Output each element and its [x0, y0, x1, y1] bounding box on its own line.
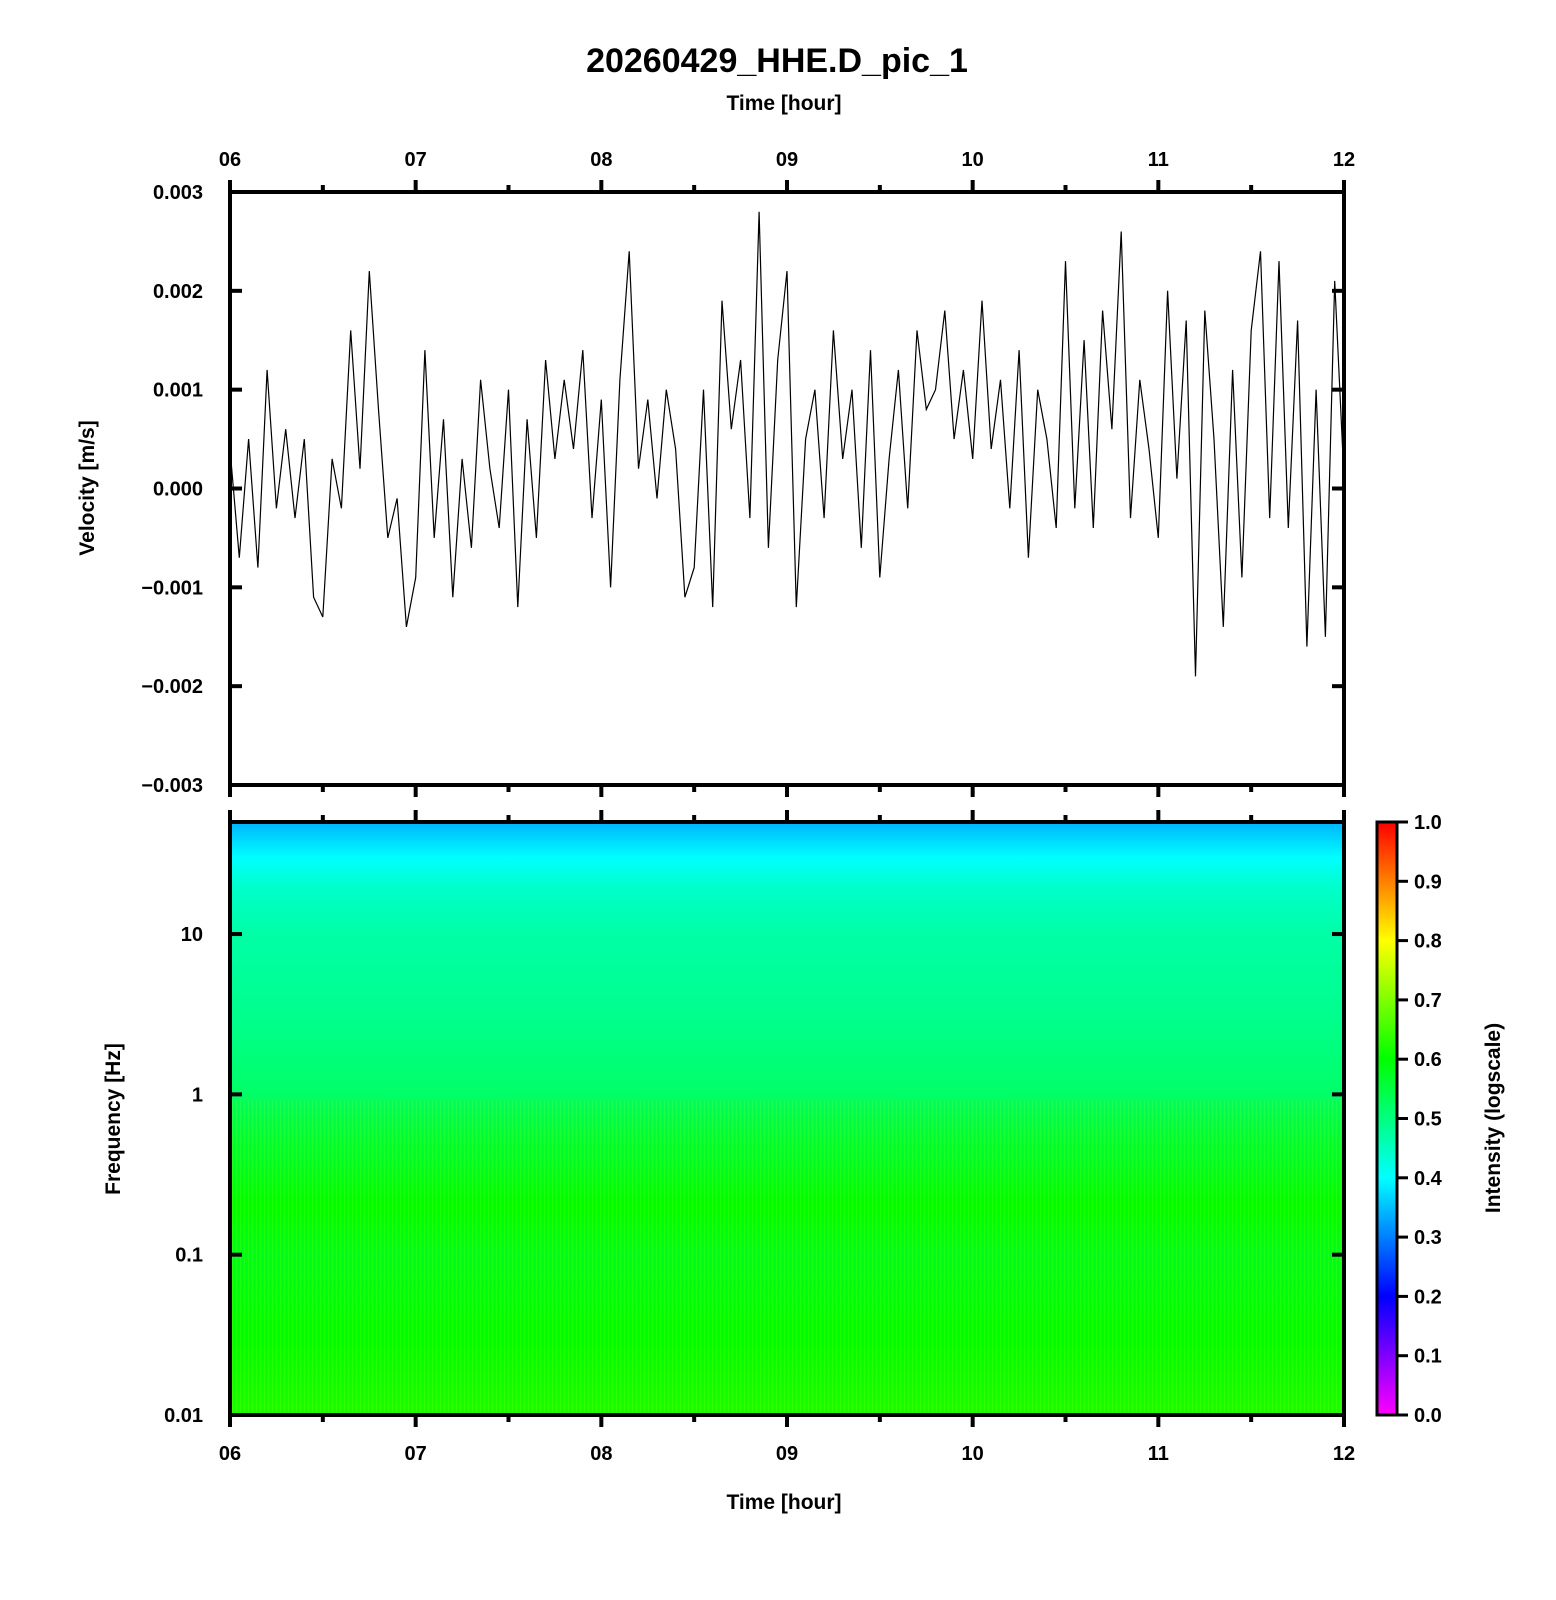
spectrogram-x-tick-label: 07	[405, 1443, 427, 1465]
waveform-x-tick-label: 11	[1148, 149, 1169, 171]
top-x-axis-label: Time [hour]	[726, 92, 841, 115]
spectrogram-texture	[230, 1100, 1344, 1415]
colorbar-tick-label: 1.0	[1414, 812, 1442, 834]
waveform-x-tick-label: 08	[590, 149, 612, 171]
waveform-y-tick-label: 0.000	[153, 479, 203, 501]
colorbar-ticks: 0.0 0.1 0.2 0.3 0.4 0.5 0.6 0.7 0.8 0.9 1.0	[1397, 812, 1443, 1427]
colorbar-tick-label: 0.8	[1414, 931, 1442, 953]
colorbar-tick-label: 0.1	[1414, 1346, 1442, 1368]
waveform-x-tick-label: 07	[405, 149, 427, 171]
colorbar-tick-label: 0.3	[1414, 1227, 1442, 1249]
colorbar-tick-label: 0.4	[1414, 1168, 1443, 1190]
waveform-x-tick-label: 09	[776, 149, 798, 171]
colorbar-gradient	[1375, 820, 1399, 1417]
spectrogram-x-tick-label: 09	[776, 1443, 798, 1465]
spectrogram-y-tick-label: 0.01	[164, 1405, 203, 1427]
waveform-y-tick-label: 0.001	[153, 380, 203, 402]
waveform-y-tick-label: −0.001	[141, 577, 203, 599]
colorbar-tick-label: 0.0	[1414, 1405, 1442, 1427]
spectrogram-x-tick-label: 08	[590, 1443, 612, 1465]
waveform-x-tick-label: 10	[962, 149, 984, 171]
colorbar: 0.0 0.1 0.2 0.3 0.4 0.5 0.6 0.7 0.8 0.9 1.0 Intens…	[1375, 812, 1505, 1427]
waveform-x-tick-label: 06	[219, 149, 241, 171]
waveform-x-tick-label: 12	[1333, 149, 1355, 171]
colorbar-tick-label: 0.2	[1414, 1286, 1442, 1308]
waveform-y-ticks: −0.003 −0.002 −0.001 0.000 0.001 0.002 0.003	[141, 182, 1344, 797]
spectrogram-x-tick-label: 06	[219, 1443, 241, 1465]
spectrogram-x-tick-label: 10	[962, 1443, 984, 1465]
spectrogram-y-tick-label: 1	[192, 1084, 203, 1106]
colorbar-tick-label: 0.9	[1414, 871, 1442, 893]
spectrogram-x-tick-label: 11	[1148, 1443, 1169, 1465]
spectrogram-y-ticks: 0.01 0.1 1 10	[164, 924, 1344, 1427]
colorbar-tick-label: 0.7	[1414, 990, 1442, 1012]
waveform-y-tick-label: 0.002	[153, 281, 203, 303]
waveform-series-line	[229, 211, 1345, 677]
colorbar-tick-label: 0.5	[1414, 1109, 1442, 1131]
colorbar-tick-label: 0.6	[1414, 1049, 1442, 1071]
spectrogram-y-tick-label: 10	[181, 924, 203, 946]
waveform-x-ticks: 06 07 08 09 10 11 12	[219, 149, 1355, 797]
waveform-y-tick-label: 0.003	[153, 182, 203, 204]
spectrogram-panel: 06 07 08 09 10 11 12 0.01 0.1 1 10 Frequency [Hz]…	[102, 810, 1355, 1514]
spectrogram-x-tick-label: 12	[1333, 1443, 1355, 1465]
figure-title: 20260429_HHE.D_pic_1	[586, 42, 968, 80]
bottom-x-axis-label: Time [hour]	[726, 1491, 841, 1514]
spectrogram-y-tick-label: 0.1	[175, 1245, 203, 1267]
colorbar-label: Intensity (logscale)	[1482, 1023, 1505, 1213]
waveform-y-tick-label: −0.002	[141, 676, 203, 698]
spectrogram-y-axis-label: Frequency [Hz]	[102, 1043, 125, 1195]
waveform-panel: 06 07 08 09 10 11 12 −0.003 −0.002 −0.001 0.000 0.…	[76, 149, 1355, 797]
waveform-y-axis-label: Velocity [m/s]	[76, 420, 99, 555]
waveform-y-tick-label: −0.003	[141, 775, 203, 797]
